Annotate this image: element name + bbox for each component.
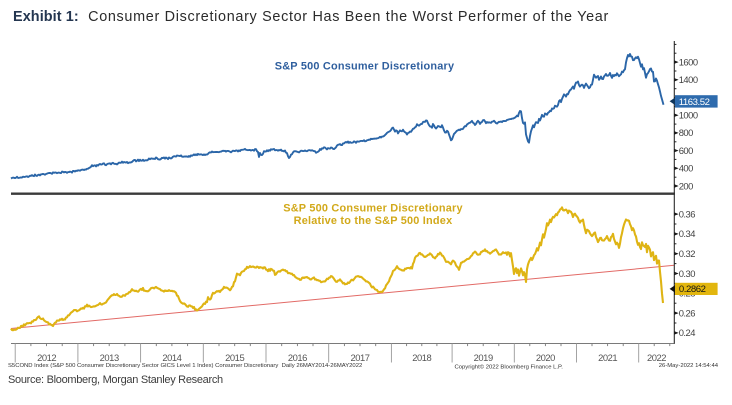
svg-text:0.36: 0.36: [679, 208, 696, 219]
svg-text:400: 400: [679, 163, 693, 174]
svg-text:0.30: 0.30: [679, 268, 696, 279]
svg-text:26-May-2022 14:54:44: 26-May-2022 14:54:44: [659, 363, 719, 369]
svg-text:S5COND Index (S&P 500 Consumer: S5COND Index (S&P 500 Consumer Discretio…: [8, 363, 362, 369]
svg-text:2012: 2012: [37, 352, 56, 363]
svg-text:1600: 1600: [679, 56, 698, 67]
svg-text:Copyright© 2022 Bloomberg Fina: Copyright© 2022 Bloomberg Finance L.P.: [455, 364, 564, 371]
svg-text:0.2862: 0.2862: [679, 284, 706, 295]
svg-text:2016: 2016: [288, 352, 307, 363]
svg-text:0.32: 0.32: [679, 248, 696, 259]
svg-text:S&P 500 Consumer Discretionary: S&P 500 Consumer Discretionary: [275, 61, 455, 73]
svg-text:Relative to the S&P 500 Index: Relative to the S&P 500 Index: [294, 215, 453, 227]
svg-text:2019: 2019: [474, 352, 493, 363]
svg-text:200: 200: [679, 180, 693, 191]
svg-text:0.34: 0.34: [679, 228, 696, 239]
svg-text:800: 800: [679, 127, 693, 138]
svg-text:0.24: 0.24: [679, 327, 696, 338]
svg-text:S&P 500 Consumer Discretionary: S&P 500 Consumer Discretionary: [283, 203, 463, 215]
svg-text:1400: 1400: [679, 74, 698, 85]
svg-text:2018: 2018: [412, 352, 431, 363]
svg-text:1000: 1000: [679, 110, 698, 121]
svg-text:2014: 2014: [162, 352, 181, 363]
svg-text:2017: 2017: [350, 352, 369, 363]
svg-text:2021: 2021: [598, 352, 617, 363]
svg-text:2022: 2022: [647, 352, 666, 363]
svg-text:0.26: 0.26: [679, 307, 696, 318]
svg-text:2020: 2020: [536, 352, 555, 363]
svg-text:1163.52: 1163.52: [679, 97, 710, 108]
svg-text:2013: 2013: [100, 352, 119, 363]
svg-text:2015: 2015: [225, 352, 244, 363]
svg-text:600: 600: [679, 145, 693, 156]
